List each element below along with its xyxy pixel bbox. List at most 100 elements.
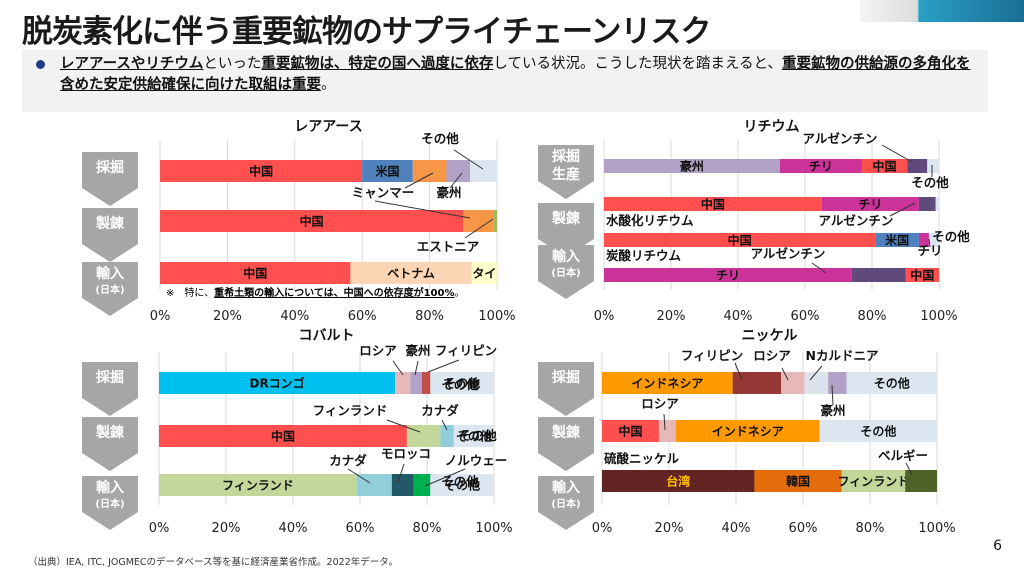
bar-segment [350,262,472,284]
summary-part: 重要鉱物の供給源の多角化を含めた安定供給確保に向けた取組は重要 [60,56,971,93]
summary-part: レアアースやリチウム [60,56,204,72]
leader-line [928,238,931,248]
annotation-label: アルゼンチン [751,246,826,261]
x-tick-label: 60% [789,521,818,536]
chart-cobalt: 0% 20% 40% 60% 80% 100% コバルト 採掘 製錬 輸入 (日本) DRコンゴ その他… [0,320,520,540]
bar-segment [602,420,659,442]
segment-label: フィンランド [837,475,909,489]
annotation-label: カナダ [329,453,367,468]
leader-line [781,367,789,381]
segment-label: 台湾 [666,474,690,489]
segment-label: その他 [860,424,896,439]
stage-arrow [538,245,594,299]
x-tick-label: 40% [724,309,753,324]
annotation-label: その他 [441,377,479,392]
annotation-label: その他 [421,131,459,146]
leader-line [397,463,405,483]
annotation-label: チリ [917,243,942,258]
segment-label: チリ [858,198,882,212]
x-tick-label: 60% [346,521,375,536]
bar-segment [935,197,939,211]
annotation-label: 豪州 [405,343,430,358]
segment-label: 中国 [728,233,752,248]
annotation-label: ロシア [359,343,397,358]
leader-line [663,413,666,431]
leader-line [905,462,913,476]
segment-label: 米国 [375,164,399,179]
stage-label-japan: (日本) [95,497,124,510]
bar-segment [905,268,939,282]
x-tick-label: 100% [918,521,955,536]
x-tick-label: 100% [478,309,515,324]
stage-arrow [82,152,138,206]
stage-label-japan: (日本) [95,283,124,296]
bar-segment [821,197,919,211]
segment-label: その他 [456,429,492,444]
bullet-icon [36,60,45,69]
summary-text: レアアースやリチウムといった重要鉱物は、特定の国へ過度に依存している状況。こうし… [60,56,970,93]
stage-label-mining: 採掘 [96,369,124,386]
chart-title: コバルト [299,328,355,344]
stage-arrow [82,262,138,316]
bar-segment [362,160,413,182]
x-tick-label: 100% [475,521,512,536]
annotation-label: フィリピン [435,343,497,358]
bar-segment [928,233,939,247]
bar-segment [421,372,431,394]
bar-segment [160,210,464,232]
stage-label-mining: 採掘 [96,159,124,176]
bar-segment [493,210,497,232]
bar-segment [875,233,919,247]
annotation-label: カナダ [421,403,459,418]
annotation-label: ロシア [641,396,679,411]
bar-segment [819,420,937,442]
stage-label-japan: (日本) [551,266,580,279]
leader-line [881,144,913,163]
chart-title: レアアース [294,119,362,135]
x-tick-label: 40% [722,521,751,536]
leader-line [374,200,471,219]
bar-segment [406,425,441,447]
segment-label: ベトナム [387,267,435,281]
product-label: 水酸化リチウム [606,213,694,228]
segment-label: 中国 [243,266,267,281]
annotation-label: アルゼンチン [803,131,878,146]
stage-label-refining: 製錬 [551,210,581,227]
header-decoration [860,0,1024,22]
segment-label: フィンランド [222,479,294,493]
chart-lithium: 0% 20% 40% 60% 80% 100% リチウム 採掘 生産 製錬 輸入 (日本) 豪州 チリ 中国… [520,115,1024,330]
segment-label: インドネシア [631,377,703,391]
bar-segment [604,159,780,173]
leader-line [427,359,460,373]
chart-nickel: 0% 20% 40% 60% 80% 100% ニッケル 採掘 製錬 輸入 (日本) インドネシア その… [520,320,1024,540]
annotation-label: モロッコ [381,446,431,461]
x-tick-label: 20% [655,521,684,536]
annotation-label: 豪州 [436,185,461,200]
leader-line [453,149,484,170]
x-tick-label: 40% [279,521,308,536]
leader-line [889,202,916,217]
annotation-label: フィンランド [313,403,388,418]
summary-part: している状況。こうした現状を踏まえると、 [493,56,782,72]
footnote-prefix: ※ 特に、 [166,287,214,299]
stage-arrow [82,208,138,262]
bar-segment [471,262,497,284]
leader-line [811,262,827,274]
leader-line [809,365,823,381]
chart-title: リチウム [744,119,800,135]
x-tick-label: 0% [149,521,170,536]
annotation-label: アルゼンチン [819,213,894,228]
bar-segment [160,160,363,182]
footnote-bold: 重希土類の輸入については、中国への依存度が100% [214,286,454,299]
page-title: 脱炭素化に伴う重要鉱物のサプライチェーンリスク [22,14,711,50]
stage-label-refining: 製錬 [95,215,125,232]
stage-arrow [538,417,594,471]
chart-rare-earth: 0% 20% 40% 60% 80% 100% レアアース 採掘 製錬 輸入 (日本) 中国 米国 中国中… [0,115,520,330]
stage-label-mining: 採掘 [552,369,580,386]
bar-segment [779,159,862,173]
stage-arrow [538,145,594,199]
segment-label: インドネシア [712,425,784,439]
